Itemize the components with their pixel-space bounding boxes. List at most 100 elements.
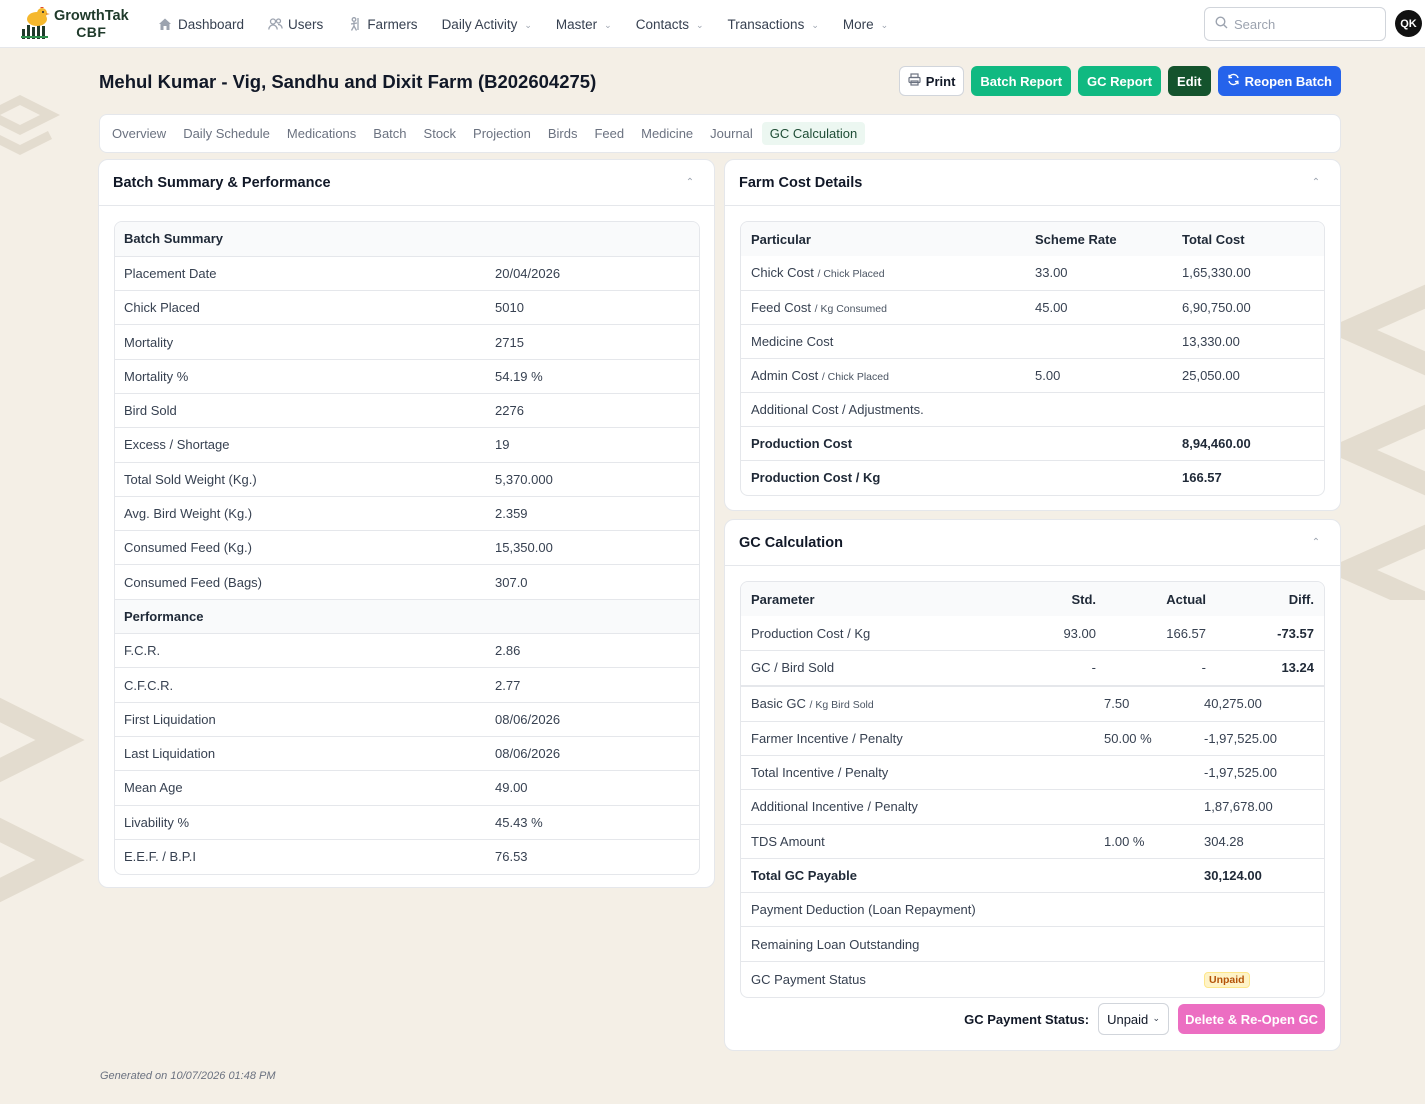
tab-daily-schedule[interactable]: Daily Schedule <box>183 126 270 141</box>
column-header: Particular <box>741 222 1035 257</box>
table-row: Excess / Shortage 19 <box>115 427 699 462</box>
row-value: 20/04/2026 <box>495 265 561 281</box>
row-value: 76.53 <box>495 849 528 865</box>
gc-report-button[interactable]: GC Report <box>1078 66 1162 96</box>
table-row: Additional Incentive / Penalty 1,87,678.0… <box>741 789 1324 824</box>
edit-button[interactable]: Edit <box>1168 66 1211 96</box>
nav-daily-activity[interactable]: Daily Activity ⌄ <box>442 17 532 32</box>
table-row: Admin Cost / Chick Placed 5.00 25,050.00 <box>741 358 1324 392</box>
nav-transactions[interactable]: Transactions ⌄ <box>728 17 819 32</box>
page-actions: Print Batch Report GC Report Edit Reopen… <box>892 66 1341 96</box>
total-cost: 13,330.00 <box>1182 333 1240 349</box>
row-label: Chick Placed <box>124 300 200 316</box>
column-header: Diff. <box>1216 582 1324 617</box>
gc-payment-status-value: Unpaid <box>1107 1011 1149 1027</box>
table-row: Mortality % 54.19 % <box>115 359 699 393</box>
total-cost <box>1182 392 1324 426</box>
tab-birds[interactable]: Birds <box>547 126 578 141</box>
chevron-up-icon[interactable]: ⌃ <box>1311 177 1321 188</box>
param-diff: -73.57 <box>1277 625 1314 641</box>
tab-gc-calculation[interactable]: GC Calculation <box>761 122 866 145</box>
chevron-up-icon[interactable]: ⌃ <box>1311 537 1321 548</box>
search-input[interactable] <box>1234 16 1374 32</box>
brand-name: GrowthTak <box>54 8 129 24</box>
tab-overview[interactable]: Overview <box>112 126 167 141</box>
nav-more[interactable]: More ⌄ <box>843 17 888 32</box>
nav-master[interactable]: Master ⌄ <box>556 17 612 32</box>
row-value: 5010 <box>495 300 524 316</box>
table-row: C.F.C.R. 2.77 <box>115 667 699 702</box>
gc-label: Total GC Payable <box>751 868 857 884</box>
nav-users[interactable]: Users <box>268 17 323 32</box>
cost-label: Medicine Cost <box>751 333 834 349</box>
chevron-down-icon: ⌄ <box>1152 1013 1161 1023</box>
print-button-label: Print <box>925 73 956 89</box>
scheme-rate: 45.00 <box>1035 299 1068 315</box>
table-row: Total GC Payable 30,124.00 <box>741 858 1324 892</box>
table-row: Performance <box>115 599 699 634</box>
chevron-up-icon[interactable]: ⌃ <box>685 177 695 188</box>
table-row: TDS Amount 1.00 % 304.28 <box>741 824 1324 858</box>
chevron-down-icon: ⌄ <box>524 19 532 30</box>
table-row: Payment Deduction (Loan Repayment) <box>741 892 1324 927</box>
table-row: Chick Cost / Chick Placed 33.00 1,65,330.0… <box>741 256 1324 290</box>
gc-rate <box>1104 790 1204 824</box>
tab-journal[interactable]: Journal <box>710 126 753 141</box>
tab-batch[interactable]: Batch <box>373 126 407 141</box>
search-icon <box>1215 16 1228 32</box>
tab-medicine[interactable]: Medicine <box>641 126 694 141</box>
gc-label: Total Incentive / Penalty <box>751 765 889 781</box>
gc-rate: 7.50 <box>1104 696 1130 712</box>
row-label: Production Cost <box>741 427 1035 461</box>
reopen-batch-button[interactable]: Reopen Batch <box>1217 66 1341 96</box>
nav-contacts[interactable]: Contacts ⌄ <box>636 17 704 32</box>
row-label: F.C.R. <box>124 643 161 659</box>
tab-medications[interactable]: Medications <box>286 126 357 141</box>
table-row: E.E.F. / B.P.I 76.53 <box>115 839 699 873</box>
row-label: Total Incentive / Penalty <box>741 755 1104 789</box>
param-std: 93.00 <box>1063 625 1096 641</box>
farm-cost-table: Particular Scheme Rate Total Cost Chick … <box>741 222 1324 495</box>
search-box[interactable] <box>1204 7 1386 41</box>
brand-subname: CBF <box>76 24 107 40</box>
batch-report-button[interactable]: Batch Report <box>971 66 1072 96</box>
param-std: - <box>1091 660 1096 676</box>
user-avatar[interactable]: QK <box>1395 10 1422 37</box>
tab-feed[interactable]: Feed <box>594 126 625 141</box>
gc-label: Remaining Loan Outstanding <box>751 936 920 952</box>
background-decoration <box>0 95 60 175</box>
row-label: Excess / Shortage <box>124 437 230 453</box>
row-label: First Liquidation <box>124 711 216 727</box>
table-row: Chick Placed 5010 <box>115 290 699 325</box>
scheme-rate: 33.00 <box>1035 265 1068 281</box>
delete-reopen-gc-button[interactable]: Delete & Re-Open GC <box>1178 1004 1325 1034</box>
chevron-down-icon: ⌄ <box>811 19 819 30</box>
nav-farmers-label: Farmers <box>367 16 418 32</box>
nav-transactions-label: Transactions <box>727 16 805 32</box>
chevron-down-icon: ⌄ <box>695 19 704 30</box>
tab-stock[interactable]: Stock <box>423 126 457 141</box>
table-row: Consumed Feed (Kg.) 15,350.00 <box>115 530 699 565</box>
batch-summary-table: Batch Summary Placement Date 20/04/2026 Ch… <box>115 222 699 874</box>
row-label: Medicine Cost <box>741 324 1035 358</box>
column-header: Total Cost <box>1182 222 1324 257</box>
row-label: Farmer Incentive / Penalty <box>741 721 1104 755</box>
nav-farmers[interactable]: Farmers <box>347 16 418 32</box>
top-navbar: GrowthTak CBF Dashboard Users Farmers Da… <box>0 0 1425 48</box>
brand-logo[interactable]: GrowthTak CBF <box>20 6 129 41</box>
nav-dashboard[interactable]: Dashboard <box>158 17 244 32</box>
total-cost: 1,65,330.00 <box>1182 265 1251 281</box>
column-header: Actual <box>1106 582 1216 617</box>
home-icon <box>158 17 172 31</box>
gc-value <box>1204 893 1324 927</box>
print-button[interactable]: Print <box>898 66 965 96</box>
gc-label: Farmer Incentive / Penalty <box>751 730 903 746</box>
nav-daily-activity-label: Daily Activity <box>441 16 518 32</box>
cost-label: Admin Cost <box>751 367 819 383</box>
row-label: Livability % <box>124 814 190 830</box>
section-heading: Performance <box>115 599 699 634</box>
row-label: TDS Amount <box>741 824 1104 858</box>
status-badge: Unpaid <box>1204 972 1250 989</box>
gc-payment-status-select[interactable]: Unpaid ⌄ <box>1098 1003 1170 1035</box>
tab-projection[interactable]: Projection <box>473 126 531 141</box>
